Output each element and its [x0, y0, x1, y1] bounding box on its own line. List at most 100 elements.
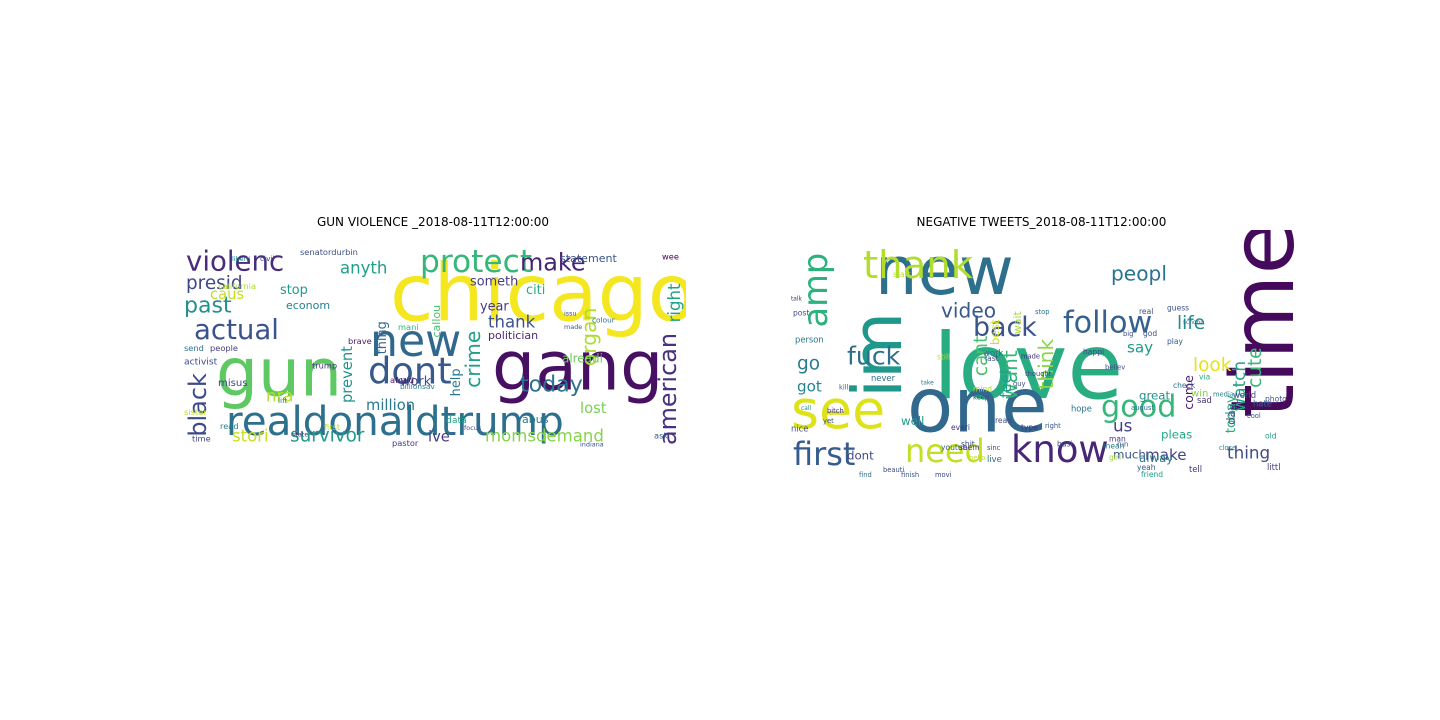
cloud-word: stori: [232, 427, 269, 446]
cloud-word: protect: [420, 244, 532, 280]
cloud-word: help: [449, 368, 464, 396]
cloud-word: made: [564, 323, 582, 331]
cloud-word: thing: [375, 321, 390, 354]
cloud-word: brave: [348, 336, 372, 346]
cloud-word: cute: [1245, 347, 1266, 387]
cloud-word: yeah: [1137, 463, 1156, 472]
cloud-word: caus: [210, 286, 244, 303]
cloud-word: econom: [286, 299, 330, 312]
cloud-word: alreadi: [562, 352, 603, 366]
cloud-word: go: [797, 353, 820, 374]
cloud-word: last: [985, 354, 999, 363]
cloud-word: focus: [464, 424, 482, 432]
cloud-word: dont: [847, 448, 874, 462]
cloud-word: never: [871, 373, 896, 383]
cloud-word: new: [370, 316, 461, 367]
cloud-word: call: [801, 406, 811, 412]
cloud-word: prevent: [339, 346, 356, 403]
cloud-word: survivor: [290, 426, 365, 447]
cloud-word: shit: [961, 440, 975, 449]
cloud-word: first: [324, 422, 341, 432]
cloud-word: alway: [1139, 451, 1173, 465]
cloud-word: year: [480, 300, 509, 315]
cloud-word: beauti: [883, 466, 904, 474]
cloud-word: sad: [1197, 395, 1212, 405]
cloud-word: media: [1213, 390, 1234, 398]
cloud-word: post: [793, 309, 809, 318]
cloud-word: win: [1191, 388, 1208, 399]
cloud-word: make: [1145, 446, 1186, 464]
cloud-word: black: [184, 373, 212, 437]
cloud-word: mind: [973, 384, 992, 393]
cloud-word: seem: [959, 443, 980, 452]
cloud-word: actual: [194, 313, 279, 346]
cloud-word: hope: [1071, 403, 1092, 413]
cloud-word: guess: [1167, 304, 1189, 313]
cloud-word: right: [665, 283, 684, 322]
cloud-word: billionsav: [400, 382, 435, 391]
cloud-word: indiana: [580, 441, 604, 449]
panel-title: GUN VIOLENCE _2018-08-11T12:00:00: [316, 215, 550, 229]
cloud-word: callou: [430, 305, 443, 338]
cloud-word: state: [292, 431, 308, 439]
cloud-word: friend: [1141, 470, 1163, 479]
cloud-word: momsdemand: [485, 427, 604, 446]
cloud-word: issu: [564, 310, 577, 318]
cloud-word: take: [921, 381, 934, 387]
cloud-word: day: [1224, 403, 1238, 425]
cloud-word: talk: [791, 297, 803, 303]
cloud-word: misus: [218, 378, 248, 389]
cloud-word: girl: [1109, 453, 1121, 462]
wordcloud-panel-gun-violence: GUN VIOLENCE _2018-08-11T12:00:00 chicag…: [180, 212, 686, 482]
cloud-word: youtub: [941, 443, 968, 452]
cloud-word: movi: [935, 471, 952, 479]
cloud-word: thought: [1025, 370, 1052, 378]
cloud-word: video: [941, 298, 996, 322]
cloud-word: play: [1167, 337, 1184, 346]
cloud-word: old: [1265, 431, 1277, 440]
cloud-word: happi: [1083, 347, 1104, 356]
cloud-word: work: [983, 348, 1003, 358]
cloud-word: feel: [997, 370, 1015, 398]
cloud-word: send: [184, 343, 204, 353]
cloud-word: busi: [1057, 440, 1073, 449]
cloud-word: pleas: [1161, 427, 1192, 441]
cloud-word: senatordurbin: [300, 247, 358, 257]
cloud-word: watch: [1229, 361, 1249, 411]
cloud-word: crime: [461, 331, 485, 388]
cloud-word: start: [893, 270, 911, 279]
cloud-word: mani: [398, 322, 419, 332]
cloud-word: kill: [839, 384, 849, 392]
cloud-word: august: [1131, 404, 1154, 412]
cloud-word: littl: [1267, 462, 1281, 472]
cloud-word: someth: [470, 274, 518, 289]
cloud-word: got: [797, 377, 822, 395]
cloud-word: keep: [973, 394, 989, 402]
cloud-word: anyth: [340, 259, 387, 278]
cloud-word: nra: [266, 386, 293, 405]
cloud-word: lift: [278, 396, 288, 405]
cloud-word: right: [1045, 422, 1061, 430]
cloud-word: cant: [971, 336, 992, 376]
cloud-word: close: [1219, 444, 1236, 452]
cloud-word: american: [654, 333, 682, 445]
cloud-word: gun: [216, 334, 342, 411]
cloud-word: people: [210, 343, 238, 353]
cloud-word: big: [1123, 330, 1133, 338]
cloud-word: organ: [577, 308, 601, 366]
cloud-word: made: [1021, 353, 1040, 361]
panel-title: NEGATIVE TWEETS_2018-08-11T12:00:00: [916, 215, 1167, 229]
cloud-word: civil: [260, 254, 275, 263]
cloud-word: best: [988, 319, 1002, 345]
cloud-word: type: [1021, 423, 1038, 432]
cloud-word: ive: [428, 429, 450, 446]
cloud-word: hate: [1253, 398, 1272, 408]
cloud-word: world: [1233, 390, 1256, 400]
cloud-word: run: [1117, 441, 1128, 449]
cloud-word: believ: [1105, 363, 1125, 371]
cloud-word: nice: [791, 424, 808, 434]
cloud-word: colour: [592, 315, 616, 324]
cloud-word: finish: [901, 471, 919, 479]
cloud-word: life: [1177, 313, 1205, 334]
